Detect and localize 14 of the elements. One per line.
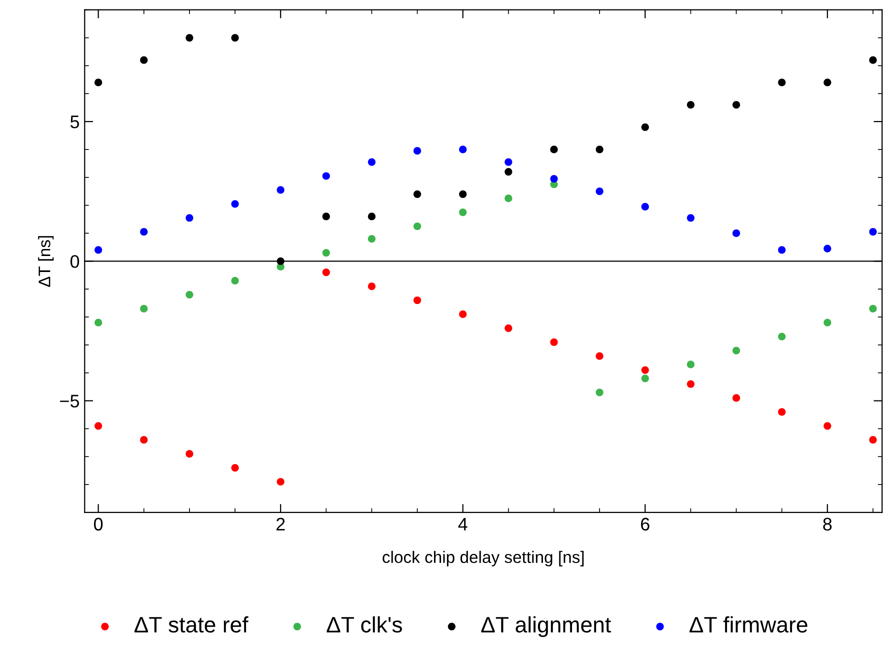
y-tick-label: 0 bbox=[70, 255, 80, 268]
legend-label: ΔT alignment bbox=[481, 616, 611, 637]
x-tick-label: 8 bbox=[823, 518, 832, 531]
legend-label: ΔT firmware bbox=[690, 616, 808, 633]
x-tick-label: 0 bbox=[94, 518, 103, 531]
x-axis-title: clock chip delay setting [ns] bbox=[382, 550, 584, 566]
legend-label: ΔT clk's bbox=[326, 616, 402, 633]
y-tick-label: 5 bbox=[70, 116, 80, 128]
x-tick-label: 2 bbox=[276, 518, 285, 530]
x-tick-label: 6 bbox=[641, 518, 650, 531]
y-axis-title: ΔT [ns] bbox=[38, 236, 54, 287]
x-tick-label: 4 bbox=[458, 518, 468, 530]
legend-label: ΔT state ref bbox=[134, 616, 248, 633]
y-tick-label: −5 bbox=[60, 394, 80, 408]
